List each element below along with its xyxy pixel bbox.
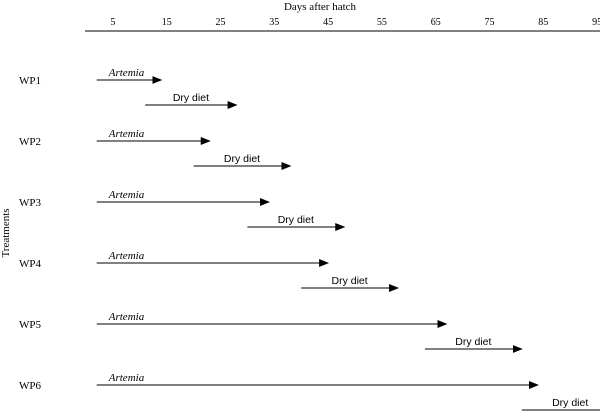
dry-diet-period-label: Dry diet — [332, 275, 368, 287]
x-tick-label: 75 — [485, 17, 495, 28]
dry-diet-period-label: Dry diet — [278, 214, 314, 226]
artemia-period-label: Artemia — [108, 189, 145, 201]
artemia-period-label: Artemia — [108, 311, 145, 323]
x-tick-label: 5 — [110, 17, 115, 28]
x-axis-ticks: 5152535455565758595105 — [110, 17, 600, 28]
dry-diet-period-label: Dry diet — [455, 336, 491, 348]
artemia-period-label: Artemia — [108, 67, 145, 79]
x-tick-label: 35 — [269, 17, 279, 28]
treatment-label: WP5 — [19, 319, 42, 331]
artemia-period-label: Artemia — [108, 128, 145, 140]
treatment-rows: WP1 Artemia Dry diet WP2 Artemia Dry diet WP3 A… — [19, 67, 600, 411]
x-tick-label: 25 — [216, 17, 226, 28]
x-tick-label: 65 — [431, 17, 441, 28]
artemia-period-label: Artemia — [108, 250, 145, 262]
treatment-label: WP3 — [19, 197, 42, 209]
treatment-label: WP1 — [19, 75, 41, 87]
treatment-label: WP2 — [19, 136, 41, 148]
x-tick-label: 15 — [162, 17, 172, 28]
x-tick-label: 95 — [592, 17, 600, 28]
dry-diet-period-label: Dry diet — [552, 397, 588, 409]
x-tick-label: 55 — [377, 17, 387, 28]
dry-diet-period-label: Dry diet — [224, 153, 260, 165]
x-axis-title: Days after hatch — [284, 1, 357, 13]
y-axis-title: Treatments — [0, 208, 12, 257]
treatment-label: WP6 — [19, 380, 42, 392]
artemia-period-label: Artemia — [108, 372, 145, 384]
x-tick-label: 45 — [323, 17, 333, 28]
treatment-label: WP4 — [19, 258, 42, 270]
dry-diet-period-label: Dry diet — [173, 92, 209, 104]
x-tick-label: 85 — [538, 17, 548, 28]
